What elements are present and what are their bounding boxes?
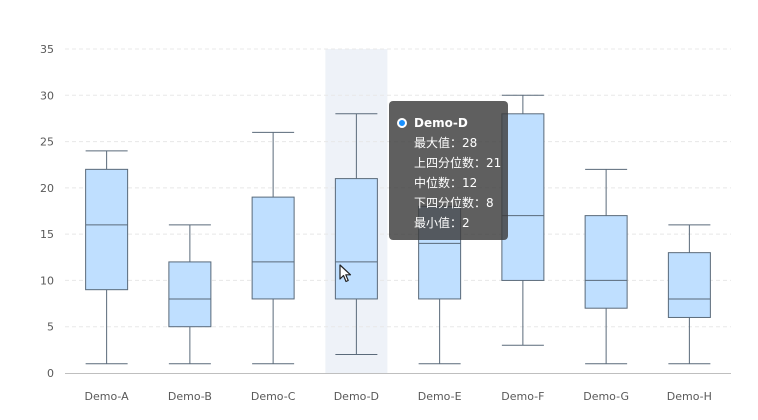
y-tick-label: 30 [40, 89, 54, 102]
tooltip-row-label: 下四分位数 [414, 196, 475, 210]
tooltip-row-separator: ： [450, 136, 463, 150]
tooltip-row-label: 最小值 [414, 216, 451, 230]
tooltip-row: 上四分位数：21 [403, 153, 502, 173]
tooltip-row-separator: ： [474, 196, 487, 210]
x-category-label: Demo-B [168, 390, 212, 403]
series-dot-icon [397, 118, 407, 128]
iqr-box [501, 113, 545, 281]
y-tick-label: 15 [40, 228, 54, 241]
tooltip-row: 最大值：28 [403, 133, 498, 153]
tooltip-rows: 最大值：28 上四分位数：21 中位数：12 下四分位数：8 最小值：2 [403, 133, 502, 233]
iqr-box [168, 261, 212, 328]
tooltip-row: 最小值：2 [403, 213, 498, 233]
x-category-label: Demo-E [418, 390, 462, 403]
x-category-label: Demo-H [667, 390, 712, 403]
tooltip-row-separator: ： [474, 156, 487, 170]
x-category-label: Demo-F [501, 390, 544, 403]
iqr-box [584, 215, 628, 309]
axes: 0 5 10 15 20 25 30 35 Demo-A Demo-B Demo-C Demo-D De… [40, 43, 731, 403]
tooltip-row-label: 最大值 [414, 136, 451, 150]
y-tick-label: 35 [40, 43, 54, 56]
tooltip-row-value: 8 [486, 196, 494, 210]
x-category-label: Demo-D [334, 390, 379, 403]
tooltip-row-value: 28 [462, 136, 478, 150]
x-category-label: Demo-C [251, 390, 296, 403]
box-demo-c[interactable] [251, 131, 295, 365]
x-category-label: Demo-A [85, 390, 130, 403]
tooltip-title: Demo-D [397, 113, 498, 133]
tooltip-row-separator: ： [450, 216, 463, 230]
y-tick-label: 25 [40, 136, 54, 149]
tooltip-row-value: 2 [462, 216, 470, 230]
tooltip-row-value: 21 [486, 156, 502, 170]
iqr-box [667, 252, 711, 318]
box-demo-h[interactable] [667, 224, 711, 365]
y-tick-label: 5 [47, 321, 54, 334]
y-tick-label: 10 [40, 274, 54, 287]
iqr-box [334, 178, 378, 300]
box-demo-a[interactable] [85, 150, 129, 365]
tooltip-row-value: 12 [462, 176, 478, 190]
mouse-cursor-icon [339, 264, 352, 283]
tooltip: Demo-D 最大值：28 上四分位数：21 中位数：12 下四分位数：8 最小值：2 [389, 101, 508, 240]
iqr-box [251, 196, 295, 300]
x-category-label: Demo-G [583, 390, 629, 403]
tooltip-row-label: 中位数 [414, 176, 451, 190]
boxes[interactable] [85, 94, 711, 365]
box-demo-b[interactable] [168, 224, 212, 365]
tooltip-row-label: 上四分位数 [414, 156, 475, 170]
tooltip-row-separator: ： [450, 176, 463, 190]
y-tick-label: 0 [47, 367, 54, 380]
iqr-box [85, 168, 129, 291]
tooltip-row: 下四分位数：8 [403, 193, 498, 213]
box-demo-d[interactable] [334, 113, 378, 355]
tooltip-row: 中位数：12 [403, 173, 498, 193]
box-demo-f[interactable] [501, 94, 545, 346]
tooltip-title-text: Demo-D [414, 116, 468, 130]
box-demo-g[interactable] [584, 168, 628, 365]
y-tick-label: 20 [40, 182, 54, 195]
